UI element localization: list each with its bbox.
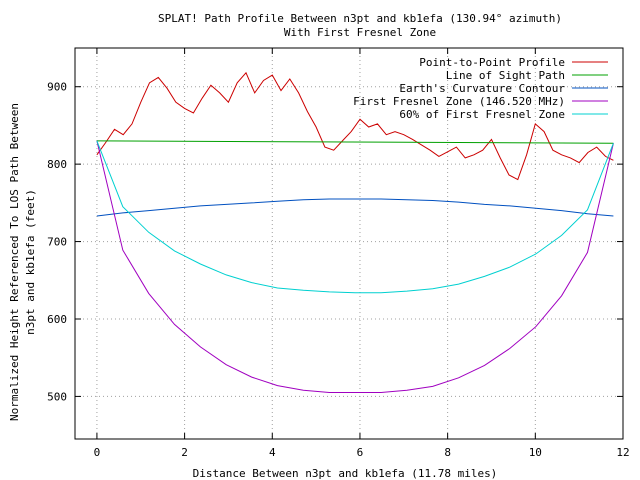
series-line-first-fresnel-zone-146-520-mhz [96, 140, 614, 393]
y-tick-label: 600 [47, 313, 67, 326]
legend-label: Line of Sight Path [446, 69, 565, 82]
y-tick-label: 900 [47, 81, 67, 94]
x-tick-label: 6 [357, 446, 364, 459]
x-tick-label: 12 [616, 446, 629, 459]
series-line-earth-s-curvature-contour [96, 198, 614, 217]
x-tick-label: 4 [269, 446, 276, 459]
chart-subtitle: With First Fresnel Zone [284, 26, 436, 39]
legend-label: Point-to-Point Profile [419, 56, 565, 69]
series-line-60-of-first-fresnel-zone [96, 140, 614, 294]
legend-label: 60% of First Fresnel Zone [399, 108, 565, 121]
y-axis-label-line1: Normalized Height Referenced To LOS Path… [8, 103, 21, 421]
y-tick-label: 500 [47, 390, 67, 403]
series-line-point-to-point-profile [96, 71, 614, 181]
x-tick-label: 10 [529, 446, 542, 459]
y-tick-label: 700 [47, 236, 67, 249]
x-tick-label: 0 [94, 446, 101, 459]
x-tick-label: 8 [444, 446, 451, 459]
x-axis-label: Distance Between n3pt and kb1efa (11.78 … [193, 467, 498, 480]
series-line-line-of-sight-path [96, 140, 614, 144]
tick-layer: 0 2 4 6 8 10 12 500 600 700 800 900 [47, 48, 630, 459]
plot-frame [74, 47, 624, 440]
y-tick-label: 800 [47, 158, 67, 171]
legend-label: First Fresnel Zone (146.520 MHz) [353, 95, 565, 108]
series-layer [96, 71, 614, 393]
y-axis-label-line2: n3pt and kb1efa (feet) [24, 189, 37, 335]
grid-layer [75, 48, 624, 439]
x-tick-label: 2 [181, 446, 188, 459]
chart-title: SPLAT! Path Profile Between n3pt and kb1… [158, 12, 562, 25]
legend-label: Earth's Curvature Contour [399, 82, 565, 95]
